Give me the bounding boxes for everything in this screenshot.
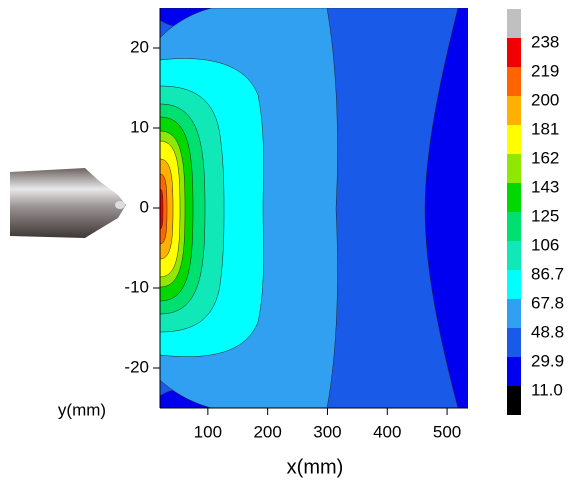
colorbar-label: 219	[531, 61, 559, 80]
x-axis-label: x(mm)	[287, 456, 344, 478]
colorbar-label: 143	[531, 177, 559, 196]
y-tick-label: 0	[140, 197, 149, 216]
colorbar-label: 67.8	[531, 293, 564, 312]
x-tick-label: 100	[194, 422, 222, 441]
colorbar-segment	[507, 183, 521, 212]
colorbar-segment	[507, 125, 521, 154]
colorbar-segment	[507, 9, 521, 38]
y-axis-label: y(mm)	[58, 400, 106, 419]
x-tick-label: 200	[253, 422, 281, 441]
colorbar-label: 106	[531, 235, 559, 254]
chart: y(mm) x(mm) -20 -10 0 10 20 100 200 300 400 500 11…	[0, 0, 574, 491]
colorbar-segment	[507, 241, 521, 270]
y-tick-label: -10	[124, 277, 149, 296]
colorbar-segment	[507, 154, 521, 183]
y-tick-label: 10	[130, 117, 149, 136]
colorbar-label: 11.0	[531, 380, 563, 399]
colorbar-label: 29.9	[531, 351, 564, 370]
colorbar-segment	[507, 357, 521, 386]
colorbar-label: 125	[531, 206, 559, 225]
colorbar-segment	[507, 386, 521, 415]
colorbar-segment	[507, 212, 521, 241]
x-tick-label: 400	[373, 422, 401, 441]
colorbar-segment	[507, 96, 521, 125]
colorbar-label: 181	[531, 119, 559, 138]
y-tick-label: 20	[130, 37, 149, 56]
contour-plot	[160, 8, 468, 408]
colorbar-segment	[507, 38, 521, 67]
colorbar-label: 200	[531, 90, 559, 109]
colorbar-segment	[507, 299, 521, 328]
x-tick-label: 300	[313, 422, 341, 441]
y-tick-label: -20	[124, 357, 149, 376]
colorbar-segment	[507, 328, 521, 357]
colorbar-label: 162	[531, 148, 559, 167]
colorbar-segment	[507, 270, 521, 299]
colorbar-label: 48.8	[531, 322, 564, 341]
colorbar-segment	[507, 67, 521, 96]
colorbar-label: 86.7	[531, 264, 564, 283]
colorbar-label: 238	[531, 32, 559, 51]
x-tick-label: 500	[433, 422, 461, 441]
nozzle-image	[10, 168, 126, 238]
